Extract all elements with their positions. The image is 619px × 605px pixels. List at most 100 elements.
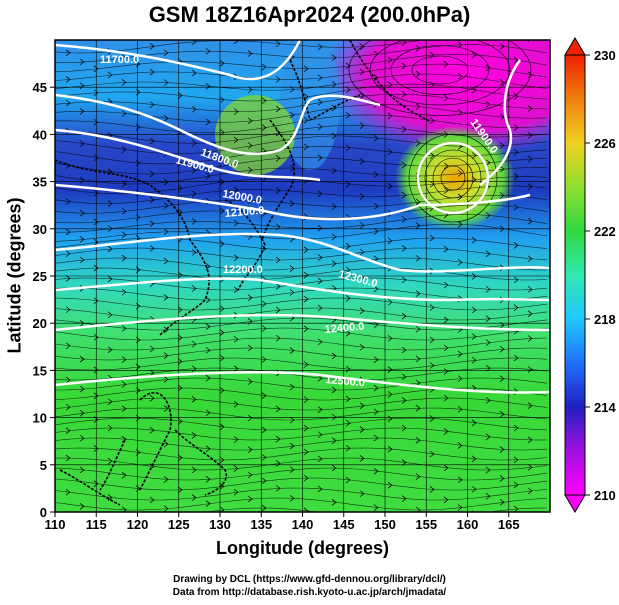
- streamline-arrow: [415, 222, 421, 229]
- streamline-arrow: [401, 424, 407, 432]
- streamline-arrow: [289, 416, 295, 424]
- streamline-arrow: [499, 498, 505, 506]
- streamline: [55, 357, 548, 371]
- streamline-arrow: [219, 96, 225, 104]
- streamline-arrow: [107, 275, 113, 283]
- streamline-arrow: [415, 325, 421, 333]
- streamline-arrow: [415, 379, 421, 387]
- streamline-arrow: [345, 444, 351, 452]
- streamline-arrow: [163, 326, 169, 334]
- streamline-arrow: [191, 494, 197, 501]
- streamline-arrow: [317, 304, 323, 312]
- streamline-arrow: [303, 325, 309, 333]
- streamline-arrow: [191, 190, 197, 198]
- streamline-arrow: [177, 486, 183, 494]
- streamline-arrow: [191, 249, 197, 256]
- streamline-arrow: [65, 488, 71, 496]
- x-tick-label: 115: [86, 517, 107, 532]
- streamline: [55, 125, 548, 144]
- streamline-arrow: [387, 335, 393, 342]
- streamline-arrow: [107, 424, 113, 432]
- streamline-arrow: [219, 483, 225, 490]
- streamline-arrow: [93, 297, 99, 305]
- streamline-arrow: [79, 108, 85, 115]
- credit-drawing: Drawing by DCL (https://www.gfd-dennou.o…: [173, 574, 446, 585]
- streamline-arrow: [191, 218, 197, 225]
- streamline: [55, 487, 548, 501]
- streamline-arrow: [499, 446, 505, 453]
- streamline-arrow: [471, 455, 477, 463]
- streamline-arrow: [289, 442, 295, 450]
- streamline-arrow: [429, 486, 435, 493]
- streamline-arrow: [289, 495, 295, 502]
- streamline-arrow: [261, 426, 267, 434]
- streamline-arrow: [443, 281, 449, 289]
- streamline-arrow: [401, 312, 407, 320]
- streamline-arrow: [345, 266, 351, 274]
- streamline-arrow: [65, 275, 71, 282]
- streamline-arrow: [345, 180, 351, 188]
- streamline-arrow: [373, 255, 379, 263]
- streamline-arrow: [247, 378, 253, 385]
- streamline-arrow: [499, 79, 505, 86]
- streamline-arrow: [471, 122, 477, 130]
- x-tick-label: 110: [45, 517, 66, 532]
- streamline-arrow: [93, 333, 99, 341]
- streamline-arrow: [233, 219, 239, 227]
- streamline-arrow: [457, 221, 463, 228]
- colorbar-min-arrow: [564, 494, 586, 513]
- streamline-arrow: [261, 392, 267, 399]
- streamline-arrow: [163, 352, 169, 359]
- streamline-arrow: [317, 99, 323, 106]
- streamline-arrow: [317, 277, 323, 285]
- streamline-arrow: [261, 300, 267, 308]
- streamline-arrow: [177, 334, 183, 342]
- anticyclone-streamline: [408, 133, 498, 223]
- colorbar-ticks: 230 226 222 218 214 210: [585, 48, 616, 503]
- streamline: [55, 307, 548, 321]
- streamline-arrow: [149, 43, 155, 50]
- streamline-arrow: [457, 406, 463, 413]
- streamline-arrow: [513, 505, 519, 512]
- streamline-arrow: [485, 397, 491, 404]
- streamline-arrow: [289, 347, 295, 354]
- streamline: [55, 457, 548, 471]
- streamline-arrow: [65, 454, 71, 462]
- streamline-arrow: [177, 159, 183, 167]
- streamline-arrow: [79, 82, 85, 90]
- streamline-arrow: [275, 485, 281, 492]
- x-axis-label: Longitude (degrees): [215, 538, 389, 558]
- streamline-arrow: [513, 242, 519, 249]
- streamline-arrow: [331, 167, 337, 174]
- streamline: [55, 146, 548, 165]
- streamline-arrow: [177, 92, 183, 99]
- streamline-arrow: [527, 183, 533, 190]
- streamline-arrow: [65, 376, 71, 384]
- x-tick-label: 160: [457, 517, 479, 532]
- y-tick-label: 15: [33, 363, 47, 378]
- streamline-arrow: [317, 338, 323, 346]
- ridge-region: [215, 95, 295, 175]
- streamline-arrow: [429, 304, 435, 311]
- streamline: [55, 156, 548, 175]
- x-tick-label: 120: [127, 517, 149, 532]
- streamline-arrow: [373, 434, 379, 442]
- streamline-arrow: [149, 245, 155, 252]
- streamline-arrow: [163, 476, 169, 483]
- streamline-arrow: [191, 106, 197, 113]
- height-contours: [55, 40, 550, 394]
- streamlines: [55, 40, 548, 512]
- streamline-arrow: [485, 250, 491, 258]
- streamline-arrow: [457, 350, 463, 358]
- y-tick-label: 10: [33, 411, 47, 426]
- streamline-arrow: [359, 92, 365, 100]
- streamline-arrow: [429, 336, 435, 344]
- streamline-arrow: [457, 504, 463, 511]
- streamline-arrow: [219, 423, 225, 431]
- streamline-arrow: [233, 108, 239, 115]
- streamline-arrow: [317, 431, 323, 438]
- y-tick-label: 25: [33, 269, 47, 284]
- streamline-arrow: [359, 307, 365, 315]
- streamline-arrow: [471, 419, 477, 427]
- streamline-arrow: [401, 191, 407, 199]
